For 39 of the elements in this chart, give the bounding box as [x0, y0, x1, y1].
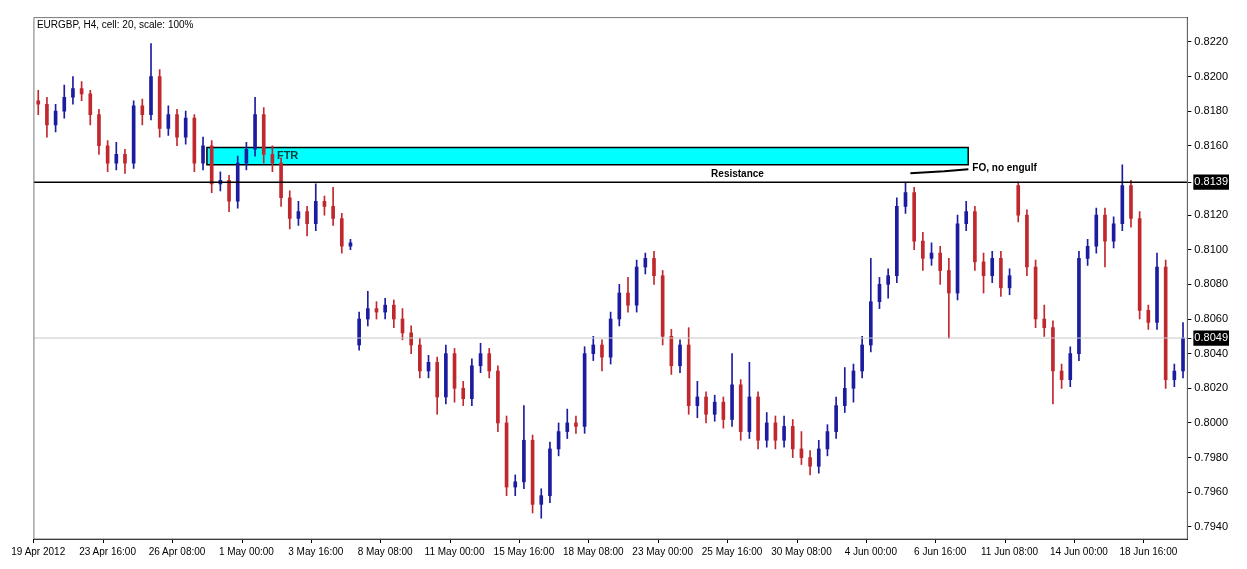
y-tick-label: 0.8000 [1194, 415, 1229, 428]
candlestick [36, 90, 41, 115]
y-tick-label: 0.7960 [1194, 485, 1229, 498]
x-tick-label: 26 Apr 08:00 [148, 545, 206, 557]
ref-line-label: Resistance [711, 167, 765, 179]
x-tick-label: 18 May 08:00 [562, 545, 625, 557]
x-tick-label: 25 May 16:00 [701, 545, 763, 557]
x-tick-label: 23 Apr 16:00 [79, 545, 137, 557]
y-tick-label: 0.8100 [1194, 242, 1229, 255]
y-tick-label: 0.8139 [1194, 175, 1229, 188]
y-tick-label: 0.8160 [1194, 138, 1229, 151]
x-tick-label: 14 Jun 00:00 [1050, 545, 1109, 557]
x-tick-label: 23 May 00:00 [632, 545, 694, 557]
band-label: FTR [276, 149, 299, 162]
x-tick-label: 19 Apr 2012 [11, 545, 66, 557]
x-tick-label: 18 Jun 16:00 [1119, 545, 1178, 557]
x-tick-label: 11 Jun 08:00 [981, 545, 1039, 557]
y-tick-label: 0.8180 [1194, 104, 1229, 117]
y-tick-label: 0.8220 [1194, 34, 1229, 47]
y-tick-label: 0.8200 [1194, 69, 1229, 82]
x-tick-label: 4 Jun 00:00 [844, 545, 898, 557]
y-tick-label: 0.7940 [1194, 519, 1229, 532]
y-tick-label: 0.8020 [1194, 381, 1229, 394]
annotation: FO, no engulf [972, 161, 1038, 173]
y-tick-label: 0.8040 [1194, 346, 1229, 359]
chart-title: EURGBP, H4, cell: 20, scale: 100% [36, 19, 194, 31]
y-tick-label: 0.8080 [1194, 277, 1229, 290]
x-tick-label: 1 May 00:00 [218, 545, 275, 557]
x-tick-label: 8 May 08:00 [357, 545, 414, 557]
x-tick-label: 3 May 16:00 [288, 545, 344, 557]
x-tick-label: 11 May 00:00 [424, 545, 485, 557]
y-tick-label: 0.8049 [1194, 331, 1229, 344]
y-tick-label: 0.7980 [1194, 450, 1229, 463]
x-tick-label: 15 May 16:00 [493, 545, 555, 557]
y-tick-label: 0.8120 [1194, 208, 1229, 221]
x-tick-label: 30 May 08:00 [771, 545, 833, 557]
x-tick-label: 6 Jun 16:00 [914, 545, 967, 557]
candlestick [574, 415, 578, 434]
y-tick-label: 0.8060 [1194, 312, 1229, 325]
